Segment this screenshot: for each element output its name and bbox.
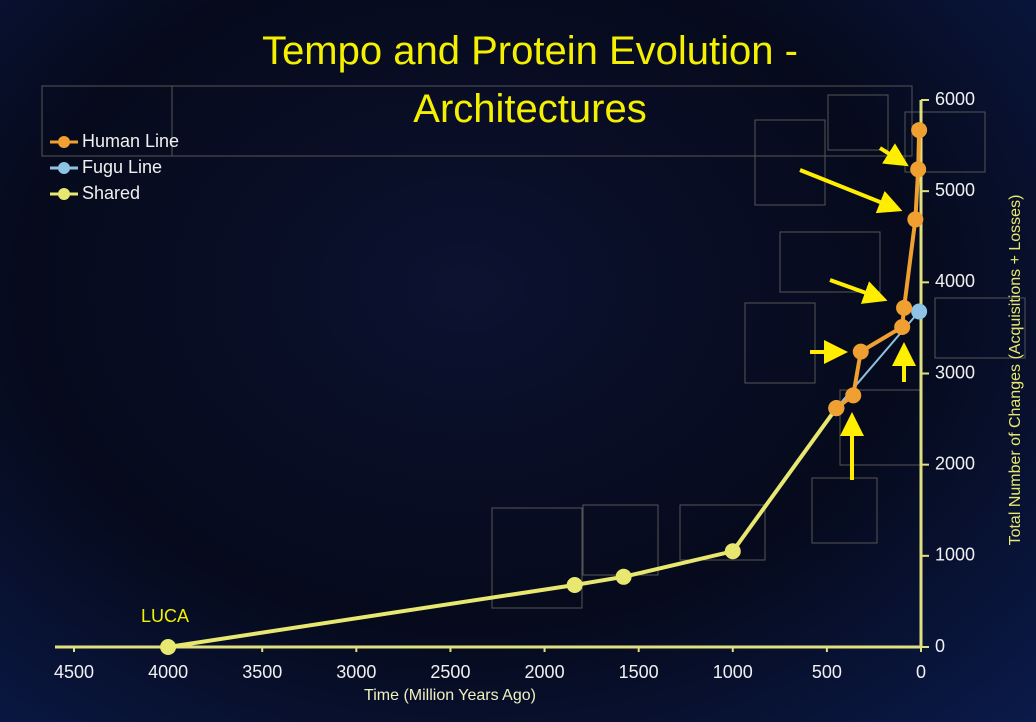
data-point bbox=[894, 319, 911, 336]
data-point bbox=[911, 122, 928, 139]
y-tick-label: 3000 bbox=[935, 362, 975, 382]
legend-label: Fugu Line bbox=[82, 157, 162, 177]
x-tick-label: 500 bbox=[812, 662, 842, 682]
x-tick-label: 3500 bbox=[242, 662, 282, 682]
y-axis-label: Total Number of Changes (Acquisitions + … bbox=[1007, 195, 1024, 546]
picture bbox=[904, 111, 986, 173]
x-tick-label: 1500 bbox=[619, 662, 659, 682]
x-axis-label: Time (Million Years Ago) bbox=[364, 687, 536, 704]
legend-marker bbox=[58, 188, 70, 200]
data-point bbox=[615, 568, 632, 585]
legend-label: Human Line bbox=[82, 131, 179, 151]
picture-frames bbox=[41, 85, 1026, 609]
annotation: LUCA bbox=[141, 606, 189, 626]
picture bbox=[779, 231, 881, 293]
y-tick-label: 0 bbox=[935, 636, 945, 656]
y-tick-label: 6000 bbox=[935, 89, 975, 109]
data-point bbox=[160, 639, 177, 655]
series-line bbox=[167, 406, 838, 649]
x-tick-label: 2000 bbox=[525, 662, 565, 682]
picture bbox=[811, 477, 878, 544]
data-point bbox=[724, 543, 741, 560]
y-tick-label: 2000 bbox=[935, 453, 975, 473]
y-tick-label: 5000 bbox=[935, 180, 975, 200]
data-point bbox=[845, 387, 862, 404]
legend-label: Shared bbox=[82, 183, 140, 203]
x-tick-label: 0 bbox=[916, 662, 926, 682]
arrows bbox=[799, 143, 916, 480]
data-point bbox=[566, 577, 583, 594]
y-tick-label: 4000 bbox=[935, 271, 975, 291]
data-point bbox=[852, 343, 869, 360]
arrow bbox=[878, 143, 909, 167]
frame bbox=[171, 85, 913, 157]
picture bbox=[679, 504, 766, 561]
x-tick-label: 4500 bbox=[54, 662, 94, 682]
legend-marker bbox=[58, 162, 70, 174]
data-point bbox=[911, 303, 928, 320]
x-tick-label: 1000 bbox=[713, 662, 753, 682]
data-point bbox=[907, 211, 924, 228]
data-point bbox=[910, 161, 927, 178]
x-tick-label: 4000 bbox=[148, 662, 188, 682]
legend-marker bbox=[58, 136, 70, 148]
title: Tempo and Protein Evolution - Architectu… bbox=[262, 29, 798, 131]
picture bbox=[754, 119, 826, 206]
picture bbox=[934, 297, 1026, 359]
picture bbox=[491, 507, 583, 609]
x-tick-label: 2500 bbox=[430, 662, 470, 682]
picture bbox=[744, 302, 816, 384]
arrow bbox=[799, 168, 903, 214]
picture bbox=[827, 94, 889, 151]
data-point bbox=[896, 299, 913, 316]
data-point bbox=[828, 400, 845, 417]
y-tick-label: 1000 bbox=[935, 545, 975, 565]
x-tick-label: 3000 bbox=[336, 662, 376, 682]
picture bbox=[582, 504, 659, 576]
arrow bbox=[829, 278, 888, 304]
